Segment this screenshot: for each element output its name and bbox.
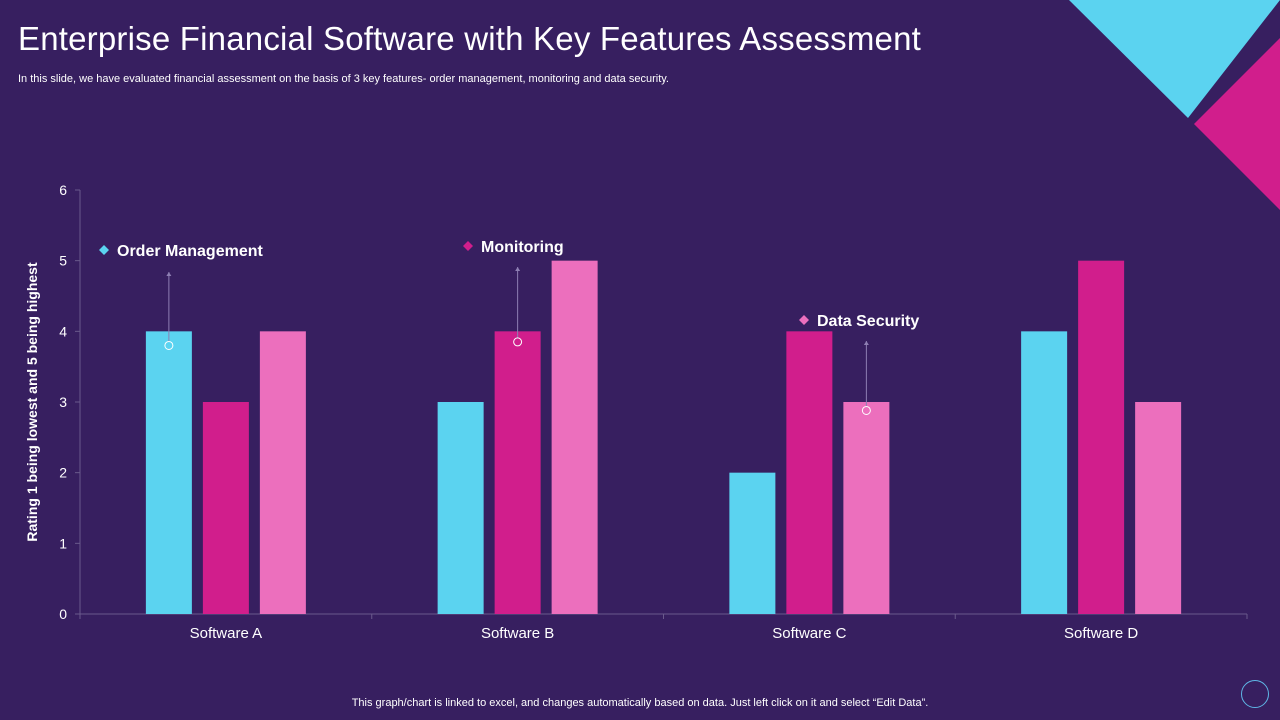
diamond-icon [463,241,473,251]
bar-monitoring [786,331,833,614]
chart-annotations: Order Management Monitoring Data Security [99,239,919,415]
x-tick-label: Software D [1064,625,1138,642]
bar-monitoring [1078,260,1125,614]
x-tick-label: Software A [190,625,263,642]
chart-labels: 0 1 2 3 4 5 6 Software A Software B Software C Sof… [59,182,1138,642]
y-tick-label: 4 [59,323,67,339]
y-axis-title: Rating 1 being lowest and 5 being highes… [24,262,40,542]
bar-data-security [259,331,306,614]
corner-triangle-cyan [1069,0,1280,118]
callout-marker [164,340,174,350]
bar-order-management [1021,331,1068,614]
bar-monitoring [494,331,541,614]
footer-note: This graph/chart is linked to excel, and… [351,697,929,709]
bar-monitoring [202,402,249,614]
corner-decoration [1069,0,1280,210]
bar-order-management [437,402,484,614]
corner-triangle-magenta [1194,38,1280,210]
bar-order-management [145,331,192,614]
slide-subtitle: In this slide, we have evaluated financi… [18,73,669,85]
diamond-icon [799,315,809,325]
callout-marker [861,405,871,415]
annotation-label: Order Management [117,243,263,260]
bar-data-security [551,260,598,614]
x-tick-label: Software B [481,625,554,642]
annotation-label: Monitoring [481,239,564,256]
x-tick-label: Software C [772,625,846,642]
y-tick-label: 2 [59,465,67,481]
callout-arrow-icon [515,267,521,271]
y-tick-label: 6 [59,182,67,198]
y-tick-label: 1 [59,535,67,551]
callout-arrow-icon [166,272,172,276]
y-tick-label: 5 [59,253,67,269]
annotation-label: Data Security [817,313,919,330]
slide-title: Enterprise Financial Software with Key F… [18,20,921,57]
circle-icon [1241,680,1269,708]
bar-data-security [1135,402,1182,614]
y-tick-label: 0 [59,606,67,622]
diamond-icon [99,245,109,255]
y-tick-label: 3 [59,394,67,410]
callout-marker [513,337,523,347]
callout-arrow-icon [863,341,869,345]
bar-data-security [843,402,890,614]
bar-order-management [729,472,776,614]
chart-bars [145,260,1182,614]
